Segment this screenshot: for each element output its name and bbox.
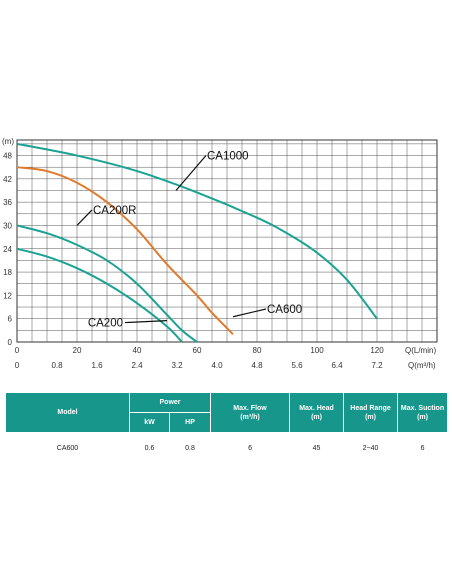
y-tick-label: 12 xyxy=(3,291,12,300)
header-max-flow: Max. Flow (m³/h) xyxy=(210,392,291,433)
performance-curves xyxy=(16,142,378,343)
callout-leader xyxy=(124,320,168,324)
curve-label: CA200R xyxy=(93,205,136,217)
header-max-suction: Max. Suction (m) xyxy=(397,392,449,433)
x-axis-label: Q(L/min) xyxy=(405,346,436,355)
y-tick-label: 24 xyxy=(3,245,12,254)
x2-tick-label: 4.8 xyxy=(251,361,263,370)
x2-tick-label: 5.6 xyxy=(291,361,303,370)
y-tick-label: 36 xyxy=(3,198,12,207)
y-tick-label: 0 xyxy=(8,338,13,347)
x2-tick-label: 1.6 xyxy=(91,361,103,370)
curve-label: CA1000 xyxy=(207,151,249,163)
cell-max-head: 45 xyxy=(312,444,321,452)
x-tick-label: 0 xyxy=(15,346,20,355)
curve-ca600 xyxy=(16,166,234,335)
curve-label: CA200 xyxy=(88,318,123,330)
header-head-range: Head Range (m) xyxy=(343,392,399,433)
x2-tick-label: 2.4 xyxy=(131,361,143,370)
y-tick-label: 18 xyxy=(3,268,12,277)
header-max-head: Max. Head (m) xyxy=(289,392,345,433)
y-tick-label: 6 xyxy=(8,315,13,324)
spec-table: Model Power Max. Flow (m³/h) Max. Head (m)… xyxy=(5,392,449,464)
callout-leader xyxy=(76,209,93,226)
x-tick-label: 120 xyxy=(370,346,384,355)
x2-tick-labels: 0 0.8 1.6 2.4 3.2 4.0 4.8 5.6 6.4 7.2 xyxy=(15,361,383,370)
x-tick-label: 60 xyxy=(193,346,202,355)
cell-max-flow: 6 xyxy=(248,444,252,452)
x2-tick-label: 3.2 xyxy=(171,361,183,370)
cell-hp: 0.8 xyxy=(185,444,195,452)
x2-tick-label: 0 xyxy=(15,361,20,370)
y-axis-label: (m) xyxy=(2,137,14,146)
header-power: Power xyxy=(128,392,212,413)
plot-frame xyxy=(16,139,438,343)
x2-axis-label: Q(m³/h) xyxy=(408,361,436,370)
x2-tick-label: 0.8 xyxy=(51,361,63,370)
cell-max-suction: 6 xyxy=(420,444,425,452)
header-model: Model xyxy=(5,392,130,433)
x-tick-label: 80 xyxy=(253,346,262,355)
y-tick-labels: 0 6 12 18 24 30 36 42 48 xyxy=(3,152,12,347)
cell-kw: 0.6 xyxy=(144,444,155,452)
callout-leader xyxy=(175,155,207,191)
x2-tick-label: 6.4 xyxy=(331,361,343,370)
y-tick-label: 30 xyxy=(3,221,12,230)
callout-leader xyxy=(232,308,267,318)
chart-grid xyxy=(17,140,437,342)
header-kw: kW xyxy=(129,412,170,433)
curve-ca1000 xyxy=(16,142,378,320)
curve-callouts: CA1000 CA600 CA200R CA200 xyxy=(76,151,302,330)
header-hp: HP xyxy=(168,412,212,433)
cell-head-range: 2~40 xyxy=(362,444,379,452)
table-row: CA600 0.6 0.8 6 45 2~40 6 xyxy=(6,433,448,464)
y-tick-label: 42 xyxy=(3,175,12,184)
x-tick-label: 40 xyxy=(133,346,142,355)
x2-tick-label: 7.2 xyxy=(371,361,383,370)
curve-ca200 xyxy=(16,247,183,343)
x-tick-label: 100 xyxy=(310,346,324,355)
x-tick-label: 20 xyxy=(73,346,82,355)
x2-tick-label: 4.0 xyxy=(211,361,223,370)
curve-label: CA600 xyxy=(267,304,302,316)
curve-ca200r xyxy=(16,224,198,343)
pump-performance-chart: (m) 0 6 12 18 24 30 36 42 48 0 20 40 60 80 100 120 Q(L… xyxy=(2,137,438,370)
cell-model: CA600 xyxy=(56,444,79,452)
x-tick-labels: 0 20 40 60 80 100 120 xyxy=(15,346,384,355)
y-tick-label: 48 xyxy=(3,152,12,161)
